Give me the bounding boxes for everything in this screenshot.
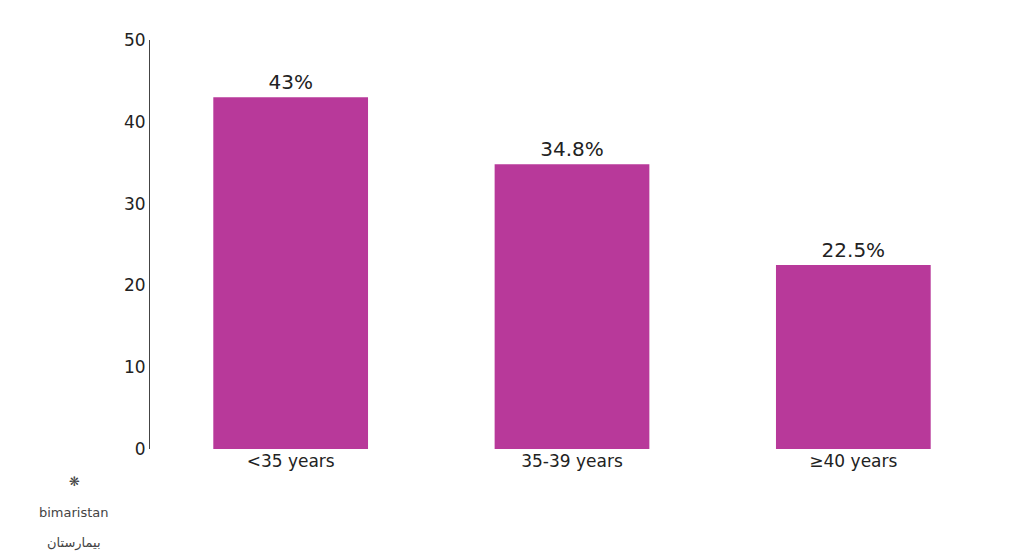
svg-text:50: 50 bbox=[124, 30, 146, 50]
svg-text:30: 30 bbox=[124, 194, 146, 214]
svg-text:بيمارستان: بيمارستان bbox=[47, 535, 101, 551]
svg-text:43%: 43% bbox=[268, 70, 312, 94]
svg-text:≥40 years: ≥40 years bbox=[809, 451, 897, 471]
svg-text:40: 40 bbox=[124, 112, 146, 132]
svg-text:35-39 years: 35-39 years bbox=[521, 451, 623, 471]
svg-text:10: 10 bbox=[124, 357, 146, 377]
svg-text:❋: ❋ bbox=[69, 474, 80, 489]
svg-text:bimaristan: bimaristan bbox=[39, 505, 109, 520]
svg-text:0: 0 bbox=[135, 439, 146, 459]
svg-text:<35 years: <35 years bbox=[247, 451, 335, 471]
svg-text:20: 20 bbox=[124, 275, 146, 295]
svg-text:34.8%: 34.8% bbox=[540, 137, 604, 161]
svg-text:22.5%: 22.5% bbox=[822, 238, 886, 262]
